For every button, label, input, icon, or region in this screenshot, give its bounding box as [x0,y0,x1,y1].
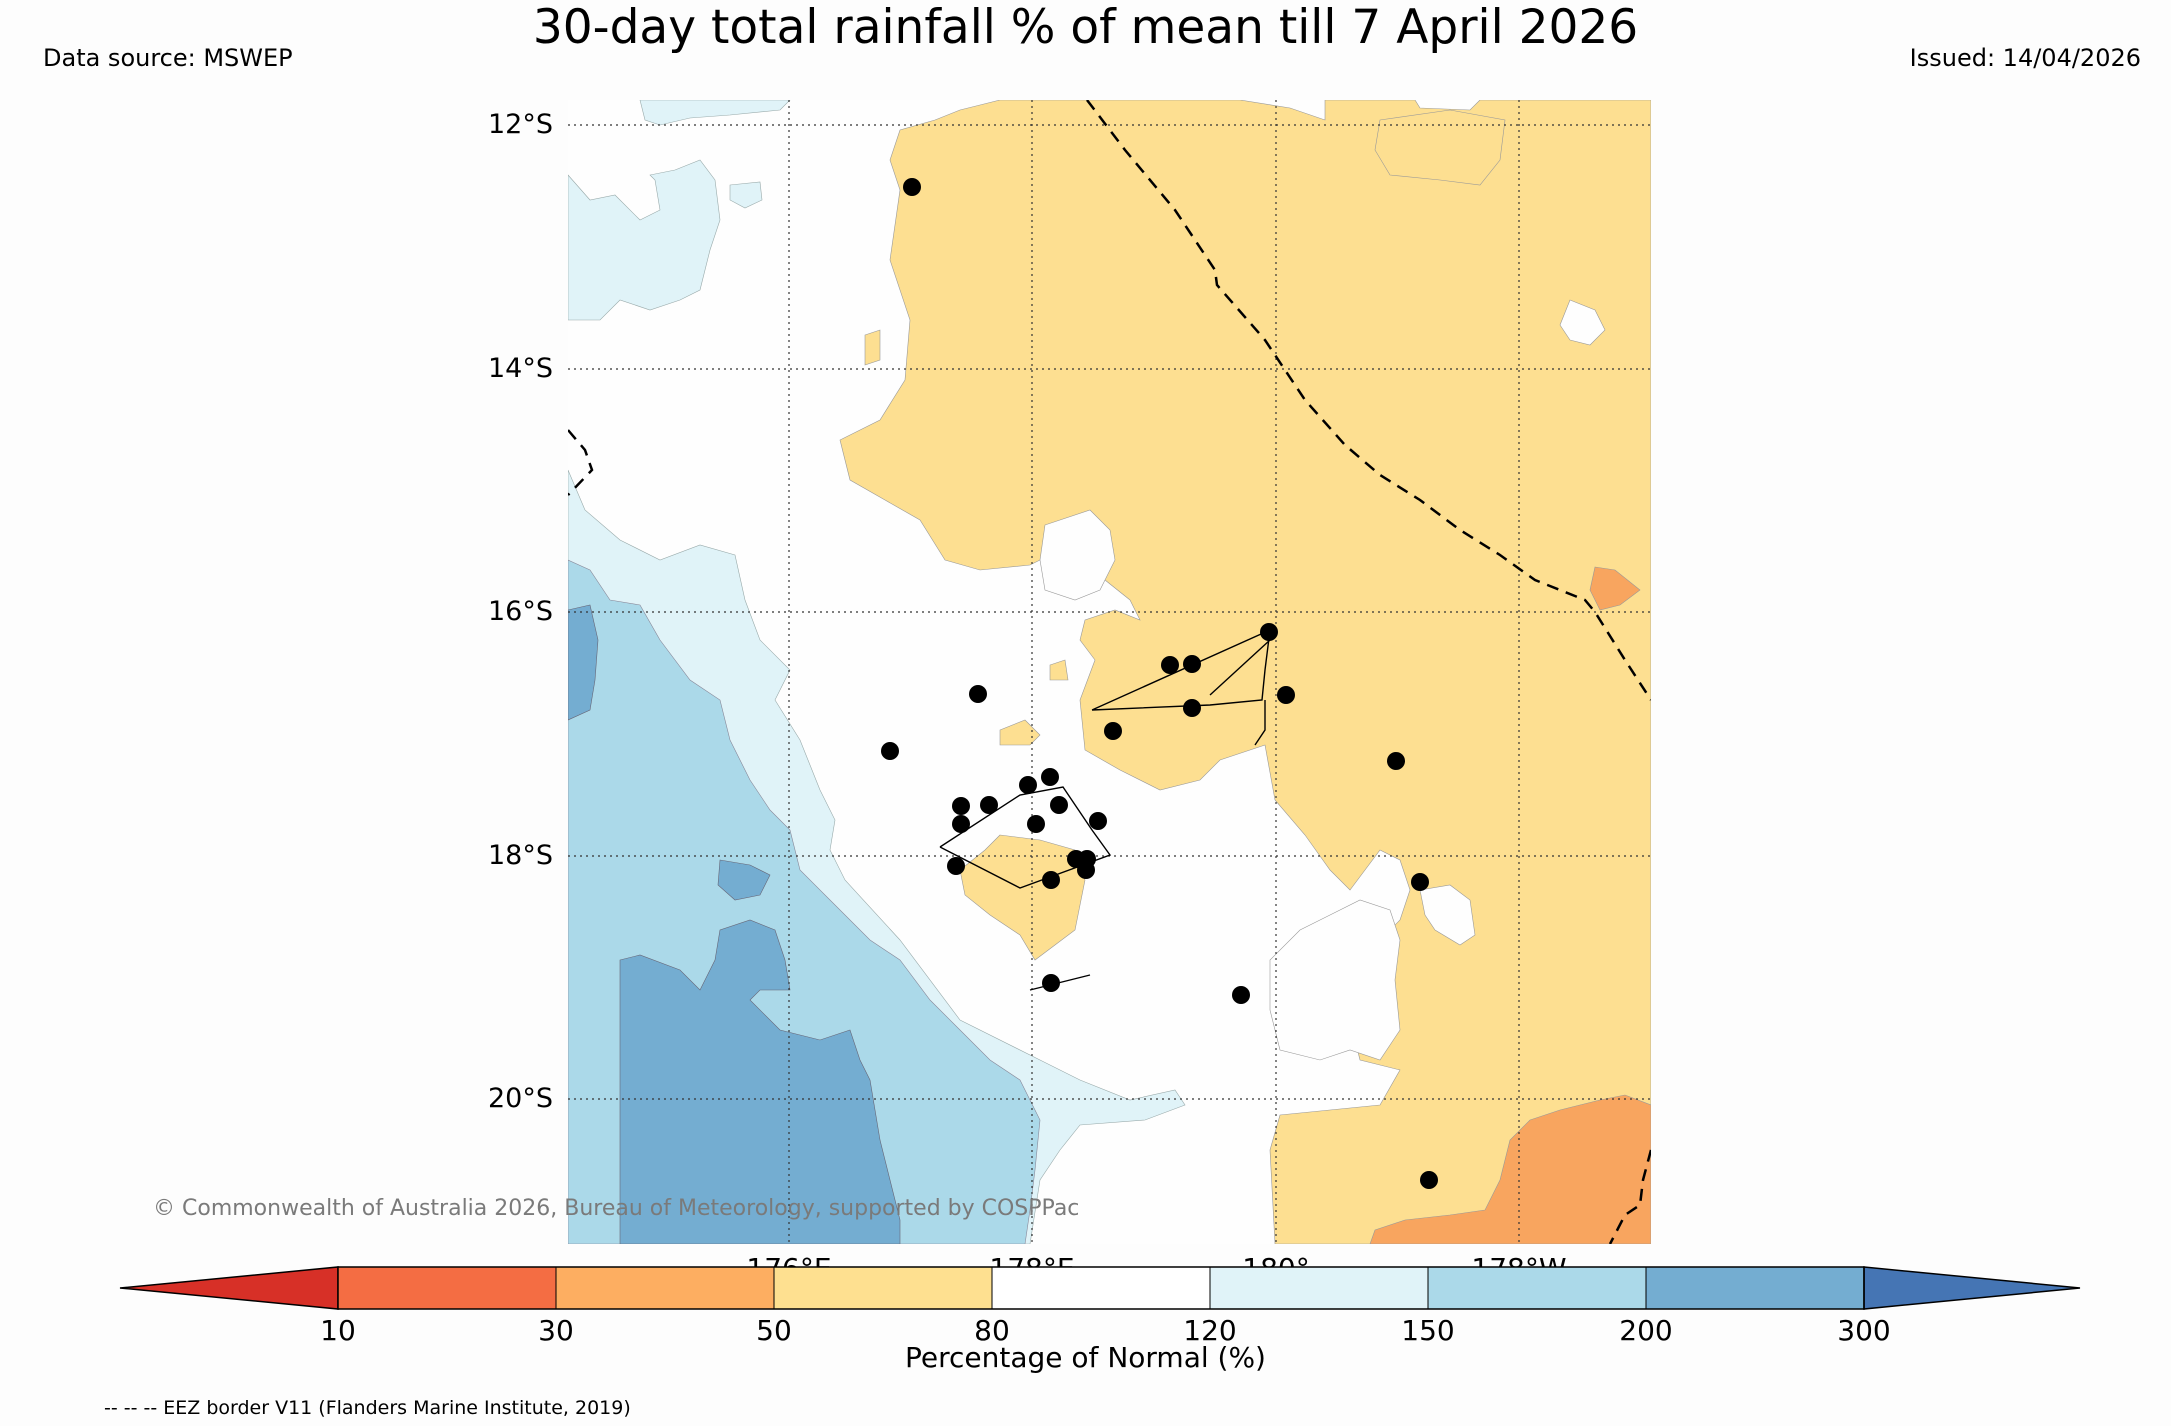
near-normal-hole [1039,509,1116,601]
wet-region-200-300 [619,919,901,1244]
dry-region-north-islet [1374,109,1506,186]
colorbar-bin-50-80 [774,1267,992,1309]
colorbar-bin-10-30 [338,1267,556,1309]
lat-label-18s: 18°S [488,840,553,871]
colorbar-tick-150: 150 [1401,1314,1454,1347]
colorbar-bin-120-150 [1210,1267,1428,1309]
dry-region-50-80-east [839,100,1651,1244]
dry-patch-small-2 [1049,659,1069,681]
colorbar-extend-high [1863,1266,2081,1310]
wet-patch-mid [717,859,771,901]
dry-patch-small-1 [999,719,1041,746]
near-normal-hole-south [1269,899,1401,1061]
colorbar-bin-200-300 [1646,1267,1864,1309]
near-normal-hole-east [1419,884,1476,946]
very-dry-region-south [1369,1094,1651,1244]
graticule [568,100,1651,1244]
colorbar-bin-30-50 [556,1267,774,1309]
lat-label-12s: 12°S [488,109,553,140]
colorbar-tick-50: 50 [756,1314,792,1347]
map-title: 30-day total rainfall % of mean till 7 A… [532,0,1639,55]
lat-label-16s: 16°S [488,596,553,627]
lat-label-20s: 20°S [488,1083,553,1114]
dry-patch-west [864,329,881,366]
wet-patch-small [729,181,763,209]
colorbar-tick-30: 30 [538,1314,574,1347]
colorbar-ticks: 10 30 50 80 120 150 200 300 [320,1314,1891,1347]
colorbar-tick-200: 200 [1619,1314,1672,1347]
latitude-labels: 12°S 14°S 16°S 18°S 20°S [488,109,553,1114]
eez-border [568,100,1651,1244]
colorbar-tick-300: 300 [1837,1314,1890,1347]
rainfall-map[interactable] [568,100,1651,1244]
colorbar-title: Percentage of Normal (%) [905,1341,1266,1374]
colorbar-tick-120: 120 [1183,1314,1236,1347]
wet-patch-top [639,100,791,126]
colorbar-bin-80-120 [992,1267,1210,1309]
colorbar-bin-150-200 [1428,1267,1646,1309]
colorbar-tick-10: 10 [320,1314,356,1347]
issued-date-label: Issued: 14/04/2026 [1909,44,2141,72]
data-source-label: Data source: MSWEP [43,44,293,72]
lat-label-14s: 14°S [488,353,553,384]
wet-patch-west [568,604,599,721]
wet-region-north [568,159,721,321]
colorbar: 10 30 50 80 120 150 200 300 [119,1266,2081,1347]
colorbar-extend-low [119,1266,339,1310]
copyright-notice: © Commonwealth of Australia 2026, Bureau… [153,1196,1080,1221]
stations[interactable] [881,178,1438,1189]
colorbar-tick-80: 80 [974,1314,1010,1347]
eez-legend-note: -- -- -- EEZ border V11 (Flanders Marine… [104,1397,631,1419]
very-dry-patch-ne [1589,566,1641,611]
